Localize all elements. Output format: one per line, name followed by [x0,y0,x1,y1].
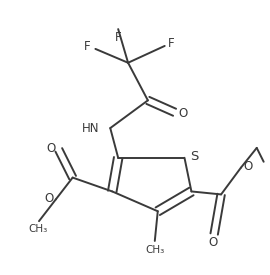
Text: HN: HN [82,122,100,134]
Text: F: F [115,31,122,44]
Text: CH₃: CH₃ [145,245,164,255]
Text: O: O [243,160,252,173]
Text: S: S [190,150,198,163]
Text: O: O [208,236,217,249]
Text: F: F [84,40,91,53]
Text: O: O [47,142,56,155]
Text: CH₃: CH₃ [28,224,47,234]
Text: F: F [168,37,175,50]
Text: O: O [178,107,187,120]
Text: O: O [45,191,54,205]
